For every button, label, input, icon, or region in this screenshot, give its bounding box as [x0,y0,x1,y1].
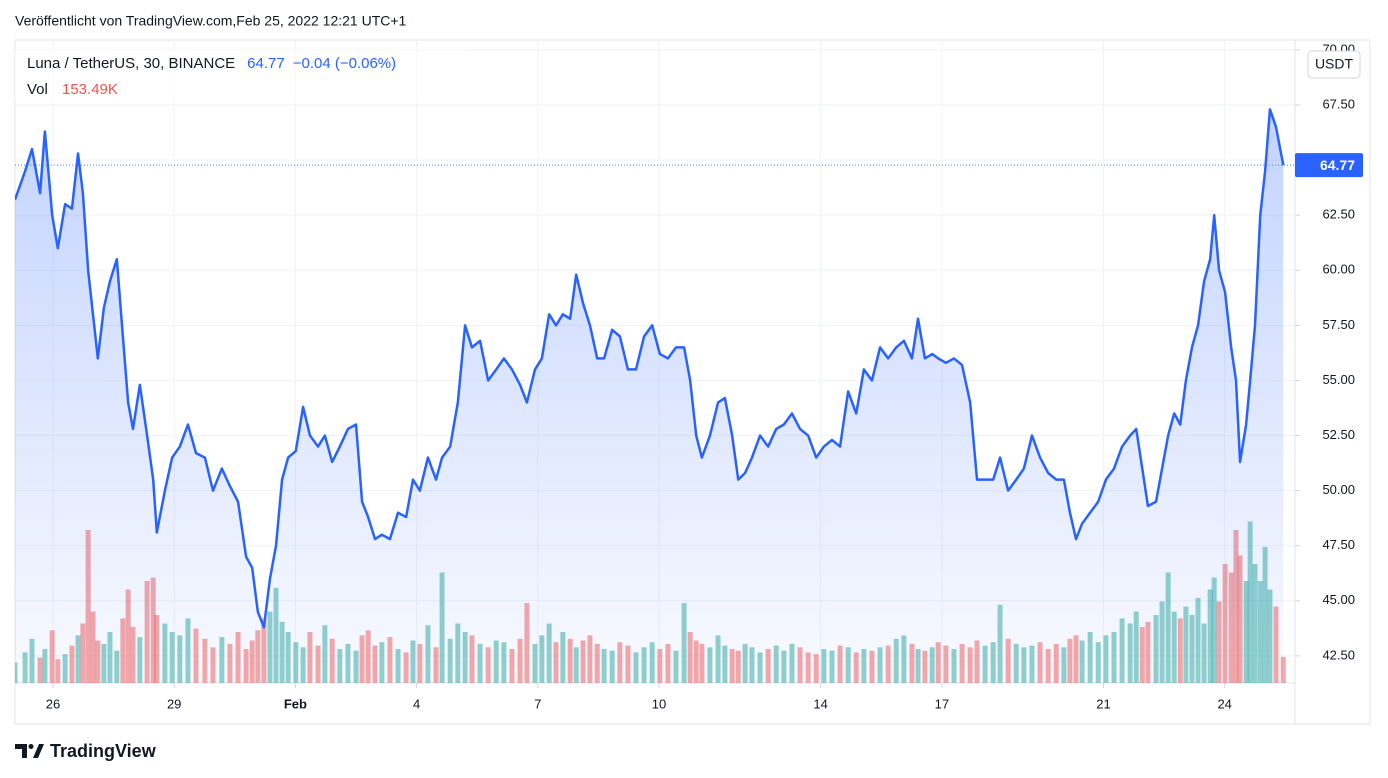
y-tick-label: 67.50 [1322,96,1355,111]
price-change: −0.04 (−0.06%) [293,55,396,72]
x-tick-label: 4 [413,696,420,711]
x-tick-label: 21 [1096,696,1110,711]
y-tick-label: 45.00 [1322,592,1355,607]
y-tick-label: 52.50 [1322,427,1355,442]
y-tick-label: 60.00 [1322,262,1355,277]
volume-bar [1280,656,1286,683]
y-tick-label: 55.00 [1322,372,1355,387]
symbol: Luna / TetherUS, 30, BINANCE [27,55,235,72]
price-line [15,108,1285,629]
last-price-tag-label: 64.77 [1320,157,1355,173]
x-tick-label: 14 [813,696,827,711]
brand: TradingView [50,741,157,761]
x-tick-label: Feb [284,696,307,711]
currency: USDT [1315,56,1354,72]
x-tick-label: 17 [935,696,949,711]
y-tick-label: 50.00 [1322,482,1355,497]
x-tick-label: 7 [534,696,541,711]
y-tick-label: 57.50 [1322,317,1355,332]
price-area [15,109,1284,683]
x-tick-label: 26 [46,696,60,711]
x-tick-label: 29 [167,696,181,711]
y-tick-label: 62.50 [1322,207,1355,222]
last-price-tag [1295,153,1363,178]
volume-title: Vol [27,81,48,98]
last-price: 64.77 [247,55,285,72]
price-plot [15,108,1295,683]
y-tick-label: 47.50 [1322,537,1355,552]
legend-bg [15,50,465,102]
grid [15,40,1295,683]
logo [15,744,44,758]
publish-note: Veröffentlicht von TradingView.com,Feb 2… [15,13,407,29]
currency-box [1307,50,1361,79]
volume-value: 153.49K [62,81,118,98]
x-tick-label: 10 [652,696,666,711]
x-tick-label: 24 [1217,696,1231,711]
y-tick-label: 42.50 [1322,647,1355,662]
